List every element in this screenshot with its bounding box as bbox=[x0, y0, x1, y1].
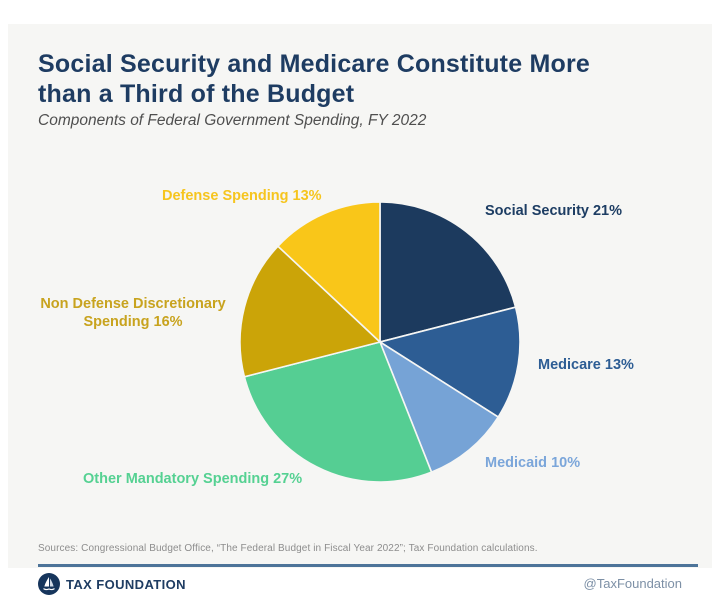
pie-slice-medicare bbox=[378, 306, 521, 419]
pie-slice-non-defense-discretionary bbox=[239, 245, 382, 378]
page-title: Social Security and Medicare Constitute … bbox=[38, 50, 590, 108]
pie-slice-other-mandatory bbox=[243, 341, 433, 483]
footer-divider bbox=[38, 564, 698, 567]
pie-label-other-mandatory: Other Mandatory Spending 27% bbox=[83, 471, 303, 487]
pie-label-medicaid: Medicaid 10% bbox=[485, 455, 581, 471]
tax-foundation-logo-icon bbox=[38, 573, 60, 595]
pie-label-defense: Defense Spending 13% bbox=[162, 188, 322, 204]
chart-card: Social Security and Medicare Constitute … bbox=[8, 24, 712, 595]
twitter-handle: @TaxFoundation bbox=[583, 576, 682, 591]
brand-name: TAX FOUNDATION bbox=[66, 576, 186, 592]
pie-label-social-security: Social Security 21% bbox=[485, 203, 623, 219]
pie-slice-defense bbox=[276, 201, 381, 344]
pie-label-medicare: Medicare 13% bbox=[538, 357, 634, 373]
pie-label-non-defense-discretionary: Non Defense Discretionary Spending 16% bbox=[40, 296, 226, 331]
sources-note: Sources: Congressional Budget Office, “T… bbox=[38, 543, 538, 554]
page-subtitle: Components of Federal Government Spendin… bbox=[38, 112, 427, 129]
pie-slice-social-security bbox=[379, 201, 517, 344]
pie-chart bbox=[239, 201, 521, 483]
pie-slice-medicaid bbox=[378, 340, 500, 474]
